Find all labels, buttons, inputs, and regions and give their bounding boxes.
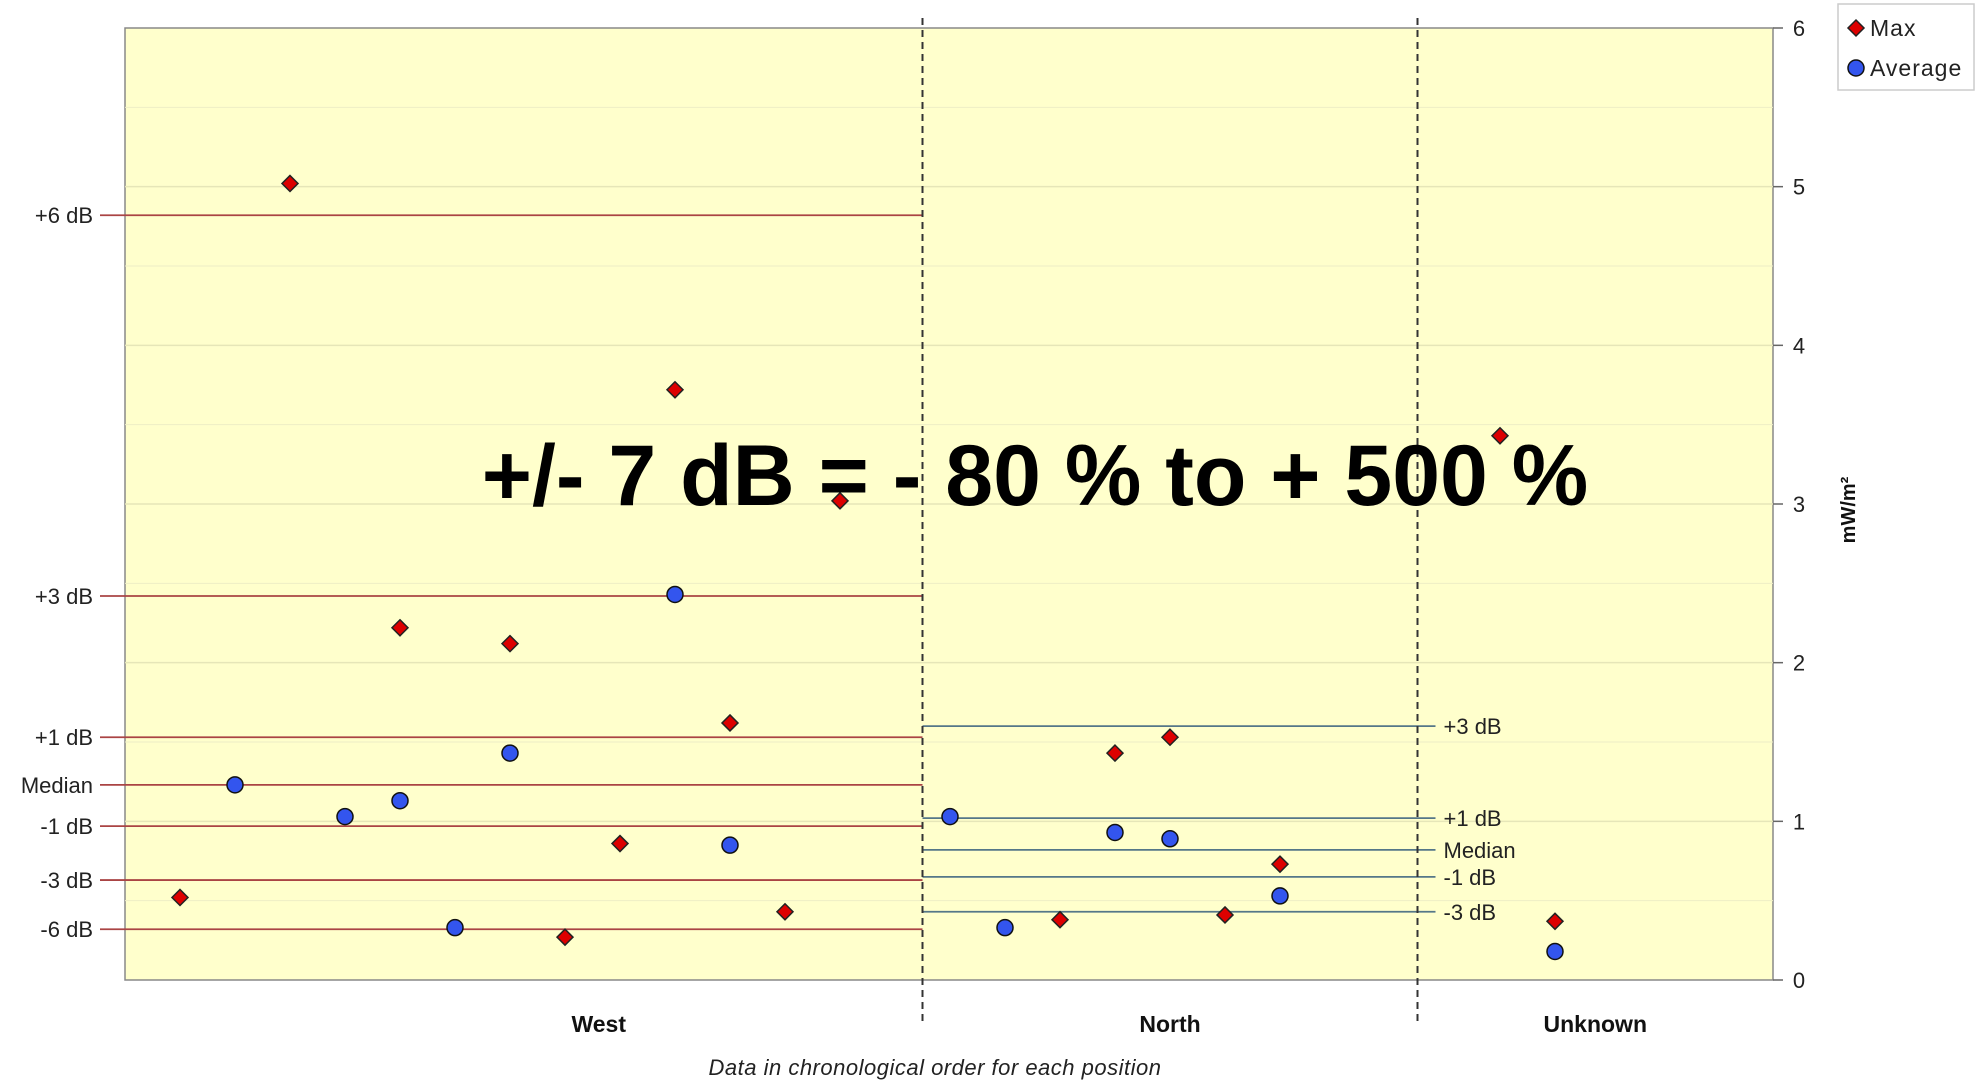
average-point (1161, 830, 1179, 848)
category-label: Unknown (1544, 1011, 1648, 1037)
y-tick-label: 6 (1793, 16, 1805, 41)
category-label: West (571, 1011, 626, 1037)
max-point (1270, 855, 1290, 874)
reference-label: +1 dB (35, 725, 93, 750)
max-point (720, 713, 740, 733)
average-point (941, 807, 959, 826)
average-point (501, 744, 519, 762)
max-point (280, 174, 300, 193)
reference-label: +1 dB (1444, 806, 1502, 831)
y-tick-label: 4 (1793, 333, 1805, 358)
max-point (390, 618, 410, 637)
reference-label: -6 dB (40, 917, 93, 942)
max-point (1050, 910, 1070, 929)
max-point (1490, 426, 1510, 445)
average-point (996, 918, 1014, 937)
legend-label: Average (1870, 55, 1962, 81)
max-point (610, 834, 630, 853)
reference-label: -1 dB (1444, 865, 1497, 890)
average-point (1106, 823, 1124, 842)
max-point (1215, 905, 1235, 925)
max-point (500, 634, 520, 653)
legend: Max Average (1837, 3, 1975, 91)
average-point (666, 585, 684, 604)
max-point (1545, 912, 1565, 931)
reference-label: +6 dB (35, 203, 93, 228)
x-axis-label: Data in chronological order for each pos… (709, 1055, 1162, 1080)
max-point (1105, 744, 1125, 763)
y-tick-label: 3 (1793, 492, 1805, 517)
max-point (665, 380, 685, 399)
max-point (170, 888, 190, 907)
legend-label: Max (1870, 15, 1916, 41)
grid-lines (125, 106, 1773, 902)
annotation-overlay: +/- 7 dB = - 80 % to + 500 % (482, 428, 1589, 524)
reference-label: -1 dB (40, 814, 93, 839)
average-point (1271, 887, 1289, 905)
average-point (336, 807, 354, 826)
reference-label: -3 dB (40, 868, 93, 893)
y-axis-label: mW/m² (1838, 476, 1860, 543)
category-label: North (1139, 1011, 1200, 1037)
y-tick-label: 1 (1793, 809, 1805, 834)
reference-label: -3 dB (1444, 900, 1497, 925)
category-dividers: West North Unknown (571, 18, 1647, 1037)
average-point (446, 918, 464, 937)
y-tick-label: 0 (1793, 968, 1805, 993)
max-point (830, 491, 850, 510)
reference-label: Median (21, 773, 93, 798)
average-point (391, 791, 409, 810)
y-tick-label: 2 (1793, 651, 1805, 676)
max-point (1160, 728, 1180, 747)
data-points (170, 174, 1565, 961)
legend-average-marker (1847, 59, 1865, 77)
max-point (555, 928, 575, 947)
average-point (226, 776, 244, 794)
average-point (721, 836, 739, 854)
axes: 0 1 2 3 4 5 6 (1773, 16, 1805, 993)
reference-label: Median (1444, 838, 1516, 863)
reference-label: +3 dB (35, 584, 93, 609)
reference-label: +3 dB (1444, 714, 1502, 739)
max-point (775, 902, 795, 921)
legend-box (1837, 3, 1975, 91)
average-point (1546, 942, 1564, 961)
legend-max-marker (1846, 18, 1866, 38)
y-tick-label: 5 (1793, 175, 1805, 200)
